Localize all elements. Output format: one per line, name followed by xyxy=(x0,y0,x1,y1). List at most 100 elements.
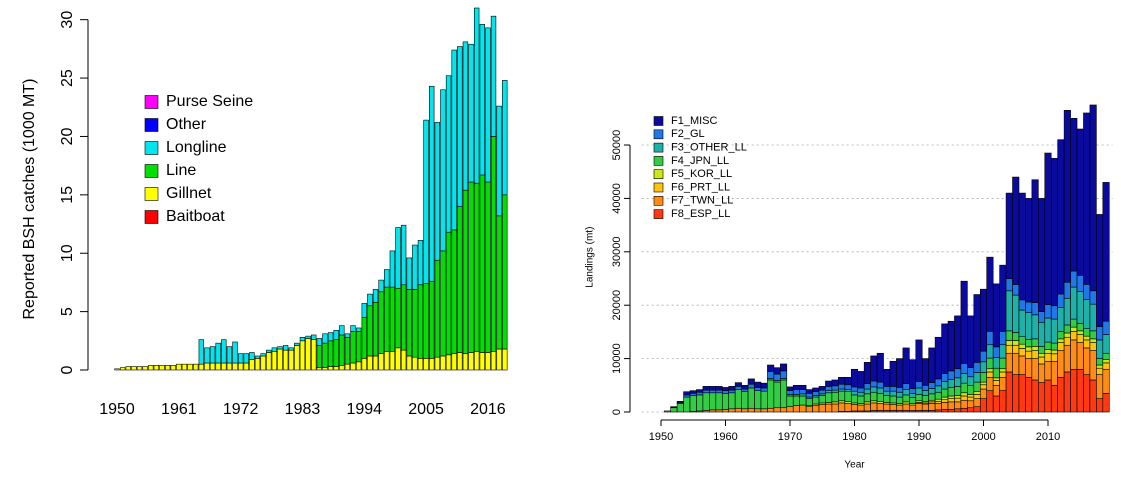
bar-segment xyxy=(322,367,328,371)
bar-segment xyxy=(709,392,717,411)
bar-segment xyxy=(709,386,717,391)
bar-segment xyxy=(496,215,502,350)
bar-segment xyxy=(1018,355,1026,375)
bar-segment xyxy=(676,403,684,413)
bar-segment xyxy=(1076,275,1084,292)
bar-segment xyxy=(1050,385,1058,413)
bar-segment xyxy=(941,409,949,413)
bar-segment xyxy=(1063,336,1071,346)
bar-segment xyxy=(831,389,839,393)
bar-segment xyxy=(445,354,452,371)
bar-segment xyxy=(1096,326,1104,341)
bar-segment xyxy=(496,105,502,217)
bar-segment xyxy=(915,403,923,411)
x-tick-label: 2010 xyxy=(1036,431,1060,443)
bar-segment xyxy=(812,391,820,396)
legend-swatch xyxy=(653,169,664,179)
bar-segment xyxy=(1044,304,1052,319)
bar-segment xyxy=(954,368,962,379)
bar-segment xyxy=(696,394,704,412)
bar-segment xyxy=(896,404,904,411)
bar-segment xyxy=(663,410,671,413)
bar-segment xyxy=(316,338,323,346)
bar-segment xyxy=(316,345,323,368)
bar-segment xyxy=(850,386,859,392)
bar-segment xyxy=(825,392,833,403)
bar-segment xyxy=(1018,343,1026,349)
bar-segment xyxy=(361,317,367,359)
y-tick-label: 10 xyxy=(59,244,76,262)
bar-segment xyxy=(1005,371,1013,413)
bar-segment xyxy=(696,391,704,396)
bar-segment xyxy=(1102,320,1110,335)
bar-segment xyxy=(327,332,334,342)
bar-segment xyxy=(1012,340,1020,346)
bar-segment xyxy=(921,358,929,386)
bar-segment xyxy=(934,403,942,411)
bar-segment xyxy=(760,387,768,392)
bar-segment xyxy=(451,229,457,354)
bar-segment xyxy=(1070,339,1078,370)
bar-segment xyxy=(1038,198,1046,312)
bar-segment xyxy=(786,395,794,407)
bar-segment xyxy=(979,372,988,383)
bar-segment xyxy=(818,386,826,391)
legend-swatch xyxy=(144,187,159,201)
bar-segment xyxy=(902,383,910,390)
bar-segment xyxy=(1025,301,1033,313)
bar-segment xyxy=(1096,374,1104,399)
legend-label: Gillnet xyxy=(166,185,212,202)
bar-segment xyxy=(863,393,871,403)
bar-segment xyxy=(921,385,929,391)
bar-segment xyxy=(838,376,846,385)
bar-segment xyxy=(792,389,800,395)
bar-segment xyxy=(921,390,929,396)
bar-segment xyxy=(702,389,710,394)
bar-segment xyxy=(1083,339,1091,349)
legend-swatch xyxy=(144,141,159,155)
x-tick-label: 1983 xyxy=(285,401,321,418)
bar-segment xyxy=(412,289,418,358)
bar-segment xyxy=(941,402,949,410)
bar-segment xyxy=(502,80,508,196)
bar-segment xyxy=(125,366,131,371)
bar-segment xyxy=(1044,349,1052,354)
x-tick-label: 1960 xyxy=(713,431,737,443)
bar-segment xyxy=(1025,339,1033,348)
bar-segment xyxy=(327,340,334,367)
bar-segment xyxy=(417,358,424,371)
bar-segment xyxy=(1076,291,1084,324)
bar-segment xyxy=(792,385,800,390)
bar-segment xyxy=(384,269,390,288)
bar-segment xyxy=(792,395,800,406)
bar-segment xyxy=(934,385,942,393)
bar-segment xyxy=(282,349,289,371)
bar-segment xyxy=(1089,303,1097,332)
bar-segment xyxy=(805,398,813,406)
bar-segment xyxy=(812,387,820,393)
bar-segment xyxy=(670,407,678,413)
y-tick-label: 5 xyxy=(59,307,76,316)
x-tick-label: 1980 xyxy=(842,431,866,443)
bar-segment xyxy=(760,408,768,413)
bar-segment xyxy=(1025,376,1033,413)
bar-segment xyxy=(1031,350,1039,359)
bar-segment xyxy=(876,401,884,404)
bar-segment xyxy=(417,284,424,359)
legend-label: F6_PRT_LL xyxy=(671,181,730,193)
legend-label: F5_KOR_LL xyxy=(671,168,732,180)
bar-segment xyxy=(1050,360,1058,386)
bar-segment xyxy=(221,362,227,371)
bar-segment xyxy=(960,399,968,409)
bar-segment xyxy=(1025,198,1033,303)
bar-segment xyxy=(973,362,981,373)
bar-segment xyxy=(825,390,833,394)
bar-segment xyxy=(838,402,846,412)
bar-segment xyxy=(857,391,865,397)
bar-segment xyxy=(266,349,272,353)
bar-segment xyxy=(831,379,839,387)
bar-segment xyxy=(896,358,904,388)
bar-segment xyxy=(960,280,968,364)
bar-segment xyxy=(780,407,788,413)
bar-segment xyxy=(954,395,962,399)
